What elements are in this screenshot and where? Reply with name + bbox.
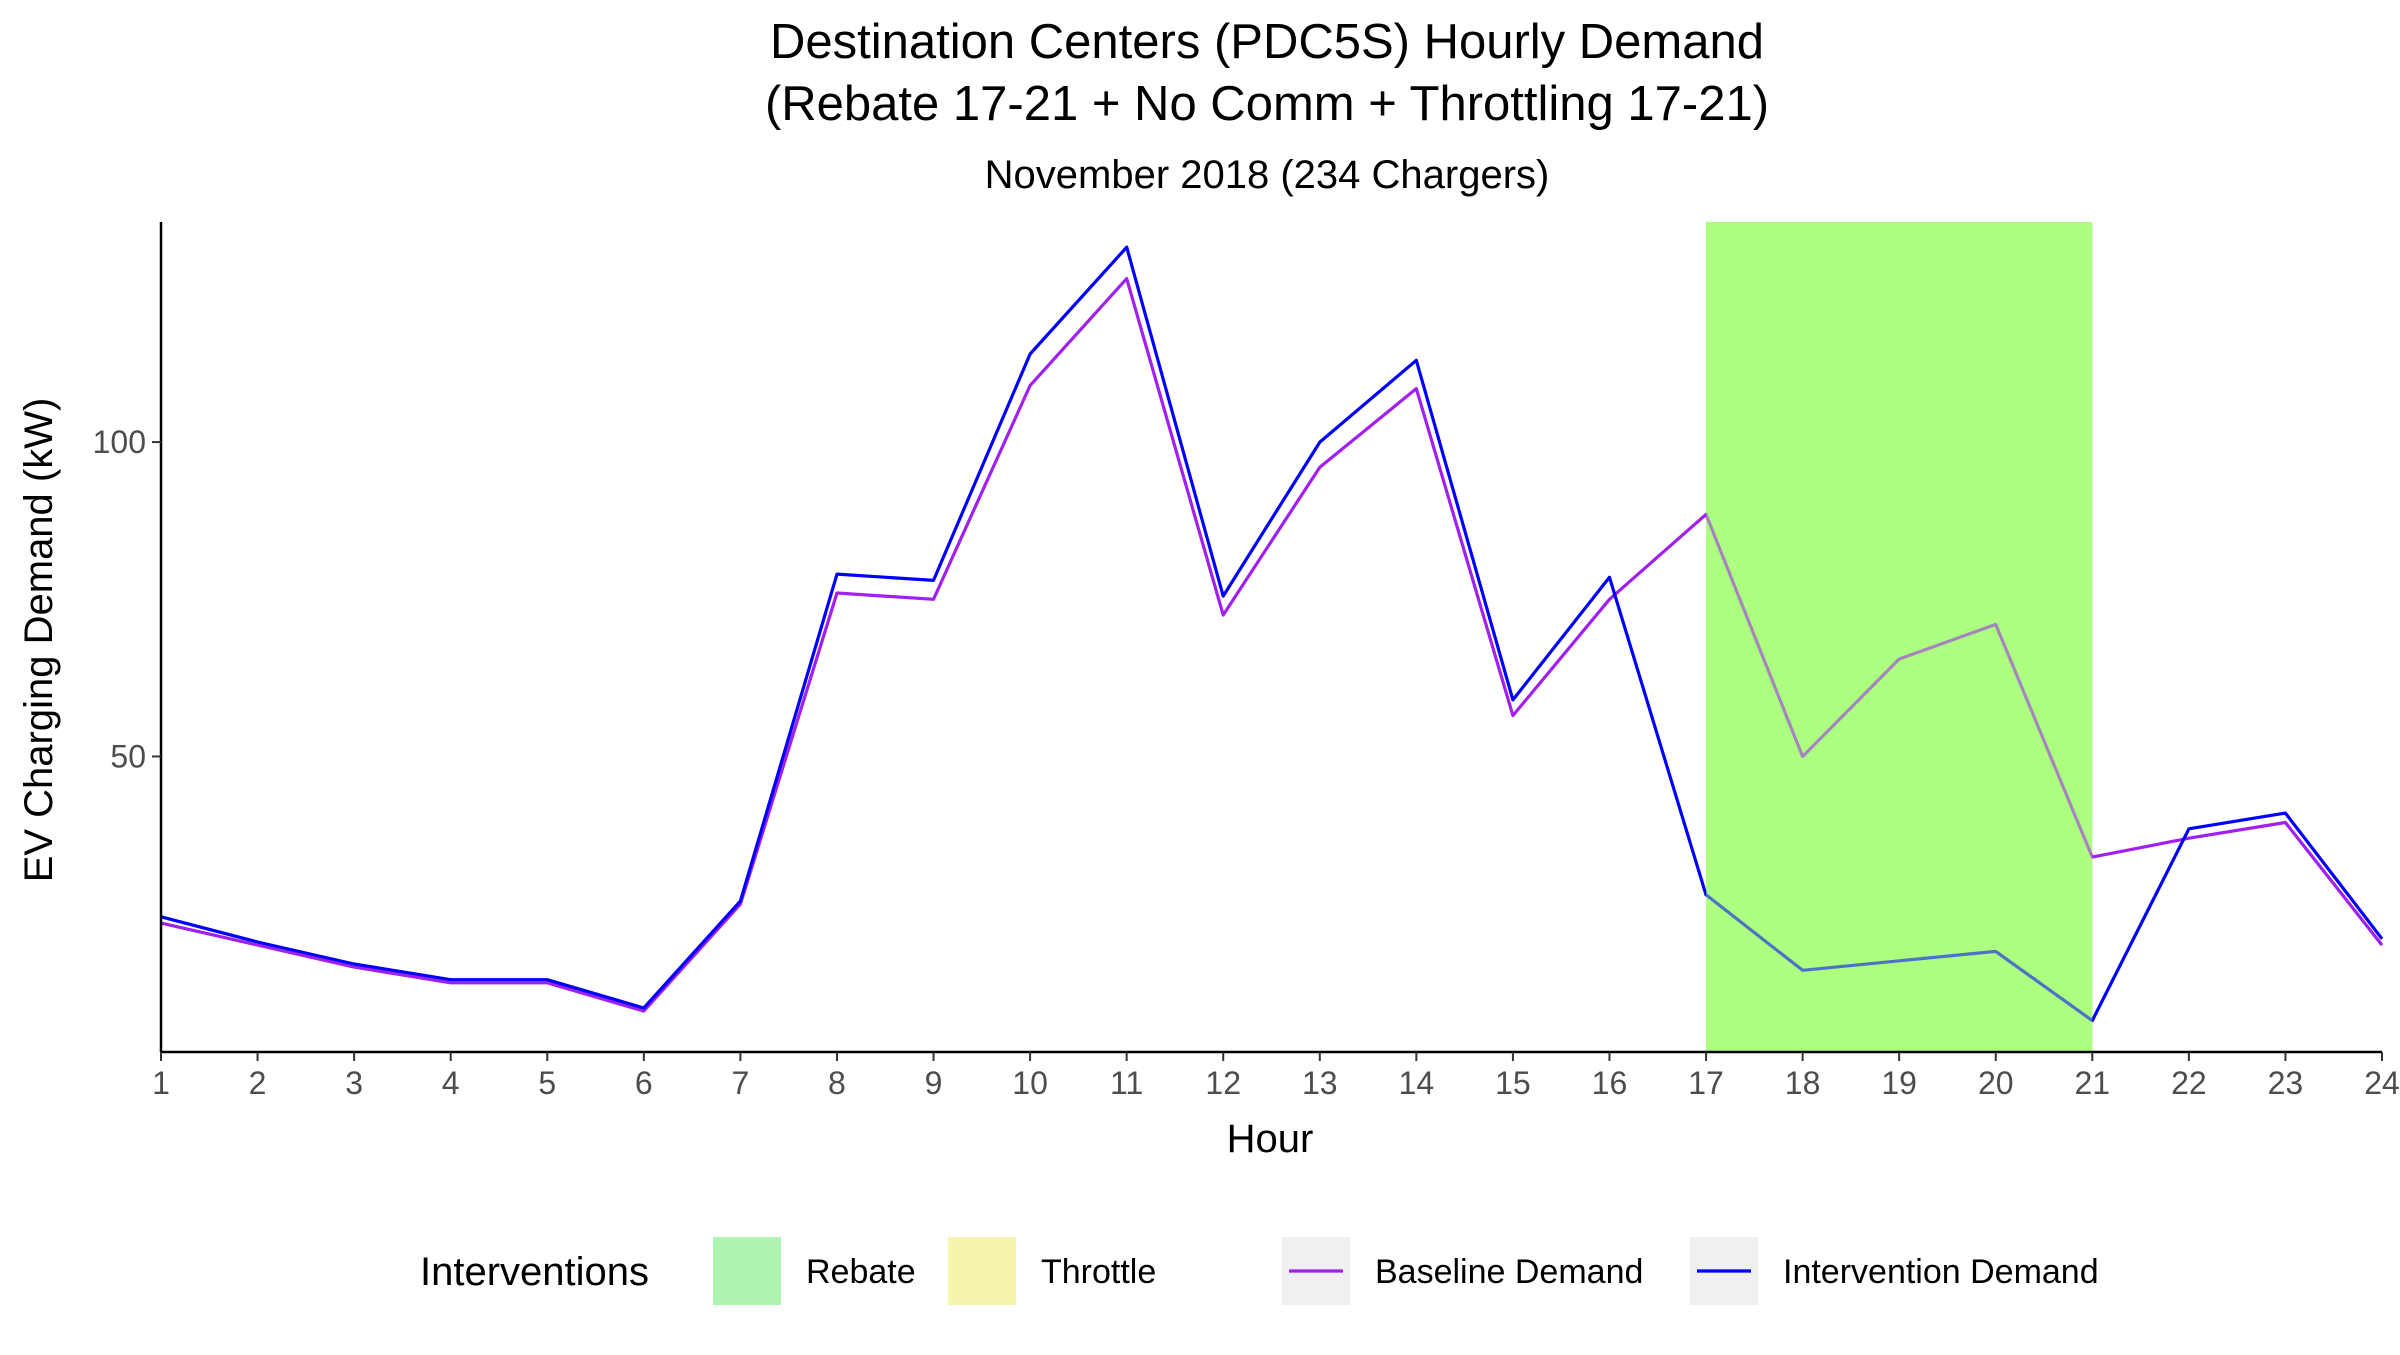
- legend-label-intervention-demand: Intervention Demand: [1783, 1253, 2099, 1291]
- y-tick-label: 100: [93, 424, 146, 460]
- x-tick-label: 8: [828, 1065, 846, 1101]
- x-tick-label: 18: [1785, 1065, 1821, 1101]
- x-tick-label: 16: [1592, 1065, 1628, 1101]
- x-tick-label: 9: [925, 1065, 943, 1101]
- x-tick-label: 22: [2171, 1065, 2207, 1101]
- x-tick-label: 2: [249, 1065, 267, 1101]
- x-tick-label: 5: [538, 1065, 556, 1101]
- x-tick-label: 24: [2364, 1065, 2400, 1101]
- legend-label-rebate: Rebate: [806, 1253, 916, 1291]
- legend-label-baseline-demand: Baseline Demand: [1375, 1253, 1643, 1291]
- x-tick-label: 15: [1495, 1065, 1531, 1101]
- x-tick-label: 14: [1399, 1065, 1435, 1101]
- x-tick-label: 1: [152, 1065, 170, 1101]
- legend-label-throttle: Throttle: [1041, 1253, 1156, 1291]
- x-tick-label: 4: [442, 1065, 460, 1101]
- x-tick-label: 23: [2268, 1065, 2304, 1101]
- x-tick-label: 17: [1688, 1065, 1724, 1101]
- band-rebate: [1706, 222, 2093, 1052]
- y-axis-title: EV Charging Demand (kW): [17, 398, 61, 883]
- x-tick-label: 11: [1110, 1065, 1143, 1101]
- x-tick-label: 10: [1012, 1065, 1048, 1101]
- x-axis-title: Hour: [1227, 1117, 1314, 1161]
- legend-title: Interventions: [420, 1250, 649, 1294]
- chart-title: Destination Centers (PDC5S) Hourly Deman…: [770, 15, 1764, 69]
- x-tick-label: 19: [1881, 1065, 1917, 1101]
- legend: Interventions Rebate Throttle Baseline Dem…: [420, 1237, 2099, 1305]
- x-tick-label: 13: [1302, 1065, 1338, 1101]
- x-tick-label: 20: [1978, 1065, 2014, 1101]
- x-tick-label: 12: [1205, 1065, 1241, 1101]
- x-tick-label: 7: [731, 1065, 749, 1101]
- series-line-intervention-demand: [160, 245, 2384, 1023]
- x-tick-label: 21: [2075, 1065, 2111, 1101]
- chart-title-line2: (Rebate 17-21 + No Comm + Throttling 17-…: [765, 77, 1769, 131]
- y-tick-label: 50: [110, 738, 146, 774]
- x-tick-label: 3: [345, 1065, 363, 1101]
- legend-key-throttle: [948, 1237, 1016, 1305]
- series-line-baseline-demand: [160, 277, 2384, 1013]
- band-overlay-rebate: [1706, 222, 2093, 1052]
- plot-area: 1 2 3 4 5 6 7 8 9 10 11 12 13 14 15 16 17 18 19 20 21 22 23 245…: [93, 222, 2400, 1101]
- legend-key-rebate: [713, 1237, 781, 1305]
- chart-subtitle: November 2018 (234 Chargers): [985, 153, 1550, 197]
- x-tick-label: 6: [635, 1065, 653, 1101]
